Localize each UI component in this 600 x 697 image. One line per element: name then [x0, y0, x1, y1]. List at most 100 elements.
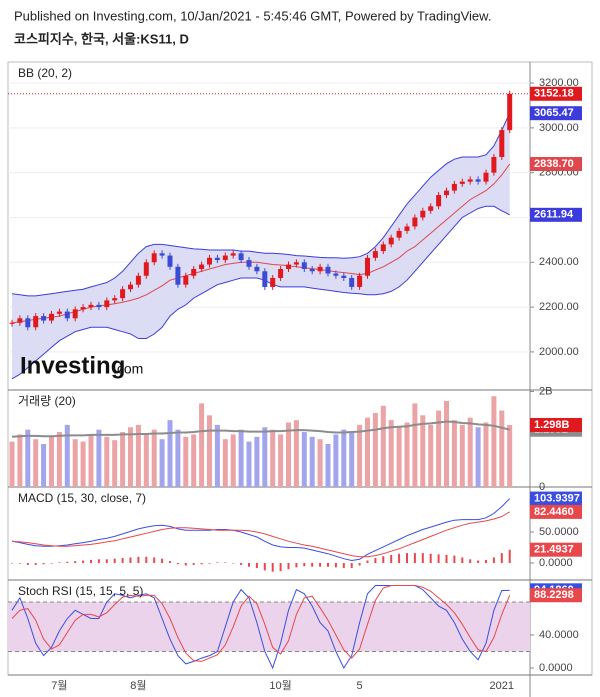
histogram-bar [366, 560, 369, 564]
last-value-label: 103.9397 [534, 492, 580, 504]
candle [72, 309, 78, 319]
histogram-bar [295, 563, 298, 568]
volume-bar [56, 432, 62, 487]
candle [333, 273, 339, 276]
candle [167, 255, 173, 267]
histogram-bar [169, 561, 171, 564]
histogram-bar [413, 553, 416, 564]
last-value-badge [530, 504, 582, 519]
candle [120, 289, 126, 299]
candle [293, 262, 299, 265]
candle [278, 269, 284, 278]
histogram-bar [350, 563, 353, 568]
histogram-bar [18, 563, 21, 564]
volume-bar [128, 427, 133, 487]
candle [33, 316, 39, 328]
y-tick-label: 40.0000 [539, 629, 579, 641]
histogram-bar [461, 557, 464, 564]
histogram-bar [224, 562, 227, 564]
candle [104, 300, 110, 308]
candle [325, 266, 331, 274]
x-tick-label: 5 [357, 680, 363, 692]
candle [286, 264, 291, 270]
histogram-bar [477, 560, 480, 564]
volume-bar [483, 422, 489, 487]
x-tick-label: 8월 [130, 679, 146, 692]
histogram-bar [97, 559, 100, 564]
x-tick-label: 10월 [269, 679, 291, 692]
volume-bar [49, 436, 54, 487]
y-tick-label: 3000.00 [539, 122, 579, 134]
volume-bar [278, 434, 284, 487]
histogram-bar [208, 563, 211, 564]
candle [254, 266, 260, 272]
histogram-bar [34, 563, 37, 565]
volume-bar [254, 436, 260, 487]
volume-bar [25, 429, 31, 487]
histogram-bar [113, 558, 116, 564]
candle [25, 318, 31, 328]
y-tick-label: 2200.00 [539, 301, 579, 313]
histogram-bar [82, 560, 85, 564]
histogram-bar [437, 554, 440, 564]
histogram-bar [342, 563, 345, 568]
histogram-bar [176, 563, 179, 565]
candle [207, 257, 212, 265]
last-value-badge [530, 417, 582, 432]
last-value-badge [530, 157, 582, 172]
candle [135, 275, 141, 285]
volume-bar [365, 417, 370, 487]
volume-bar [9, 441, 15, 487]
candle [317, 266, 323, 272]
volume-bar [80, 441, 86, 487]
volume-bar [491, 396, 497, 487]
histogram-bar [485, 559, 487, 564]
macd-line [11, 511, 510, 558]
volume-bar [64, 424, 70, 487]
histogram-bar [105, 559, 108, 564]
candle [238, 253, 244, 261]
volume-bar [444, 400, 449, 487]
candle [341, 275, 347, 278]
histogram-bar [26, 563, 29, 565]
candle [175, 266, 181, 285]
candle [96, 304, 102, 308]
band-fill [12, 113, 510, 379]
band-fill [8, 602, 530, 652]
volume-bar [104, 436, 110, 487]
volume-bar [475, 427, 481, 487]
volume-bar [175, 429, 181, 487]
histogram-bar [200, 563, 203, 565]
y-tick-label: 2B [539, 385, 552, 397]
histogram-bar [492, 557, 495, 564]
candle [451, 183, 457, 191]
volume-bar [404, 422, 410, 487]
volume-bar [72, 439, 78, 487]
volume-bar [420, 415, 426, 487]
volume-bar [96, 429, 102, 487]
histogram-bar [500, 553, 503, 564]
candle [151, 253, 157, 263]
volume-bar [151, 429, 157, 487]
volume-bar [230, 434, 236, 487]
volume-bar [341, 429, 347, 487]
x-tick-label: 2021 [490, 680, 514, 692]
candle [222, 255, 228, 261]
histogram-bar [42, 563, 45, 565]
histogram-bar [453, 555, 456, 564]
histogram-bar [192, 563, 195, 565]
last-value-badge [530, 106, 582, 121]
volume-bar [143, 434, 149, 487]
y-tick-label: 0.0000 [539, 662, 573, 674]
panel-title: MACD (15, 30, close, 7) [18, 491, 146, 505]
histogram-bar [11, 563, 13, 564]
last-value-badge [530, 542, 582, 557]
candle [270, 277, 276, 287]
volume-bar [396, 427, 402, 487]
histogram-bar [445, 554, 448, 564]
candle [459, 181, 465, 184]
candle [372, 251, 378, 258]
histogram-bar [240, 563, 243, 565]
histogram-bar [232, 563, 235, 564]
